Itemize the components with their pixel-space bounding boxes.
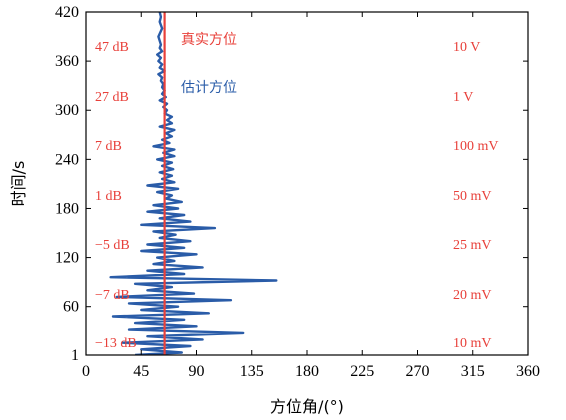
x-tick-label: 315 xyxy=(461,363,485,380)
x-tick-label: 270 xyxy=(406,363,430,380)
x-tick-label: 135 xyxy=(240,363,264,380)
y-tick-label: 60 xyxy=(63,299,79,316)
y-tick-label: 360 xyxy=(55,53,79,70)
series-layer xyxy=(109,12,278,355)
annotations: 47 dB 27 dB 7 dB 1 dB −5 dB −7 dB −13 dB 10 V 1 … xyxy=(95,40,499,351)
voltage-annotation: 1 V xyxy=(453,90,473,105)
voltage-annotation: 100 mV xyxy=(453,139,499,154)
x-axis-title: 方位角/(°) xyxy=(270,397,344,416)
x-tick-label: 0 xyxy=(82,363,90,380)
ticks-layer: 0 45 90 135 180 225 270 315 360 1 60 120 180 240 300 36… xyxy=(55,4,540,380)
x-tick-label: 360 xyxy=(516,363,540,380)
voltage-annotation: 10 mV xyxy=(453,336,492,351)
y-axis-title: 时间/s xyxy=(9,161,28,207)
snr-annotation: 27 dB xyxy=(95,90,129,105)
voltage-annotation: 20 mV xyxy=(453,288,492,303)
y-tick-label: 180 xyxy=(55,200,79,217)
voltage-annotation: 25 mV xyxy=(453,238,492,253)
snr-annotation: 47 dB xyxy=(95,40,129,55)
snr-annotation: −5 dB xyxy=(95,238,130,253)
x-tick-label: 225 xyxy=(350,363,374,380)
voltage-annotation: 10 V xyxy=(453,40,480,55)
voltage-annotation: 50 mV xyxy=(453,189,492,204)
y-tick-label: 300 xyxy=(55,102,79,119)
snr-annotation: 1 dB xyxy=(95,189,122,204)
legend: 真实方位 估计方位 xyxy=(181,32,237,96)
x-tick-label: 90 xyxy=(189,363,205,380)
x-tick-label: 45 xyxy=(133,363,149,380)
series-line-estimated-bearing xyxy=(109,12,278,355)
snr-annotation: 7 dB xyxy=(95,139,122,154)
legend-label-true-bearing: 真实方位 xyxy=(181,32,237,48)
snr-annotation: −13 dB xyxy=(95,336,137,351)
y-tick-label: 120 xyxy=(55,250,79,267)
x-tick-label: 180 xyxy=(295,363,319,380)
y-tick-label: 420 xyxy=(55,4,79,21)
snr-annotation: −7 dB xyxy=(95,288,130,303)
y-tick-label: 240 xyxy=(55,151,79,168)
legend-label-estimated-bearing: 估计方位 xyxy=(181,80,237,96)
y-tick-label: 1 xyxy=(71,347,79,364)
